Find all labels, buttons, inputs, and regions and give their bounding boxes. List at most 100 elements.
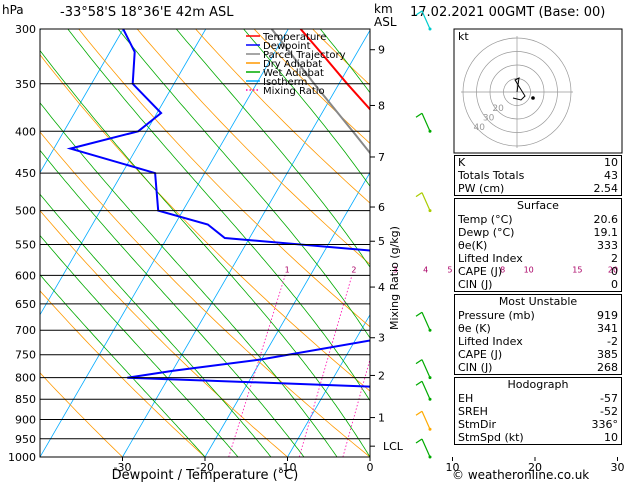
hodograph-ring-label: 40 <box>473 123 485 133</box>
pressure-tick-label: 900 <box>15 414 36 427</box>
table-row: StmSpd (kt) 10 <box>455 431 621 444</box>
surface-table: Temp (°C) 20.6 Dewp (°C) 19.1 θe(K) 333 Lifted… <box>455 213 621 291</box>
dry-adiabat-line <box>40 209 288 457</box>
row-label: StmDir <box>458 418 497 431</box>
hodograph-title: Hodograph <box>507 378 569 391</box>
mixing-ratio-label: 3 <box>393 265 398 274</box>
isotherm-line <box>40 29 124 174</box>
wet-adiabat-line <box>40 193 272 457</box>
x-tick-label: 20 <box>528 461 542 474</box>
row-label: Totals Totals <box>458 169 525 182</box>
pressure-tick-label: 800 <box>15 372 36 385</box>
storm-motion-dot <box>531 96 535 100</box>
wind-barb-dot <box>428 129 432 133</box>
mixing-ratio-line <box>228 275 286 457</box>
table-row: θe (K) 341 <box>455 322 621 335</box>
wind-barb-shaft <box>421 113 431 132</box>
pressure-tick-label: 950 <box>15 433 36 446</box>
row-value: 336° <box>591 418 619 431</box>
table-row: Pressure (mb) 919 <box>455 309 621 322</box>
table-row: Totals Totals 43 <box>455 169 621 182</box>
wind-barb-dot <box>428 209 432 213</box>
x-tick-label: 30 <box>611 461 625 474</box>
hodograph-ring-label: 30 <box>483 113 495 123</box>
footer-credit[interactable]: © weatheronline.co.uk <box>452 468 590 482</box>
wind-barb-dot <box>428 455 432 459</box>
mixing-ratio-label: 8 <box>500 265 505 274</box>
pressure-tick-label: 500 <box>15 205 36 218</box>
mixing-ratio-line <box>298 275 353 457</box>
row-label: EH <box>458 392 474 405</box>
wet-adiabat-line <box>243 29 370 187</box>
indices-table: K 10 Totals Totals 43 PW (cm) 2.54 <box>455 156 621 195</box>
row-value: 333 <box>597 239 618 252</box>
mixing-ratio-label: 1 <box>285 265 290 274</box>
dry-adiabat-line <box>40 372 123 457</box>
pressure-tick-label: 300 <box>15 23 36 36</box>
table-row: CIN (J) 268 <box>455 361 621 374</box>
row-value: -57 <box>600 392 618 405</box>
table-row: Temp (°C) 20.6 <box>455 213 621 226</box>
wind-barb-dot <box>428 397 432 401</box>
wind-barb-flag <box>415 112 423 118</box>
hodograph-table: EH -57 SREH -52 StmDir 336° StmSpd (kt) 10 <box>455 392 621 444</box>
row-label: StmSpd (kt) <box>458 431 524 444</box>
table-row: K 10 <box>455 156 621 169</box>
height-tick-label: 8 <box>378 99 385 112</box>
height-tick-label: 4 <box>378 281 385 294</box>
height-tick-label: 1 <box>378 412 385 425</box>
indices-panel: K 10 Totals Totals 43 PW (cm) 2.54 Surface Te… <box>454 155 622 445</box>
asl-label: ASL <box>374 15 397 29</box>
row-value: 919 <box>597 309 618 322</box>
mixing-ratio-label: 2 <box>351 265 356 274</box>
table-row: SREH -52 <box>455 405 621 418</box>
wind-barb-dot <box>428 376 432 380</box>
row-label: Pressure (mb) <box>458 309 535 322</box>
row-label: CAPE (J) <box>458 348 503 361</box>
wet-adiabat-line <box>623 29 629 457</box>
wind-barb-shaft <box>421 311 431 331</box>
legend-label: Dry Adiabat <box>263 59 322 70</box>
series-parcel-trajectory <box>270 29 370 155</box>
most-unstable-table: Pressure (mb) 919 θe (K) 341 Lifted Index -2 C… <box>455 309 621 374</box>
height-tick-label: 2 <box>378 369 385 382</box>
legend-label: Isotherm <box>263 77 307 88</box>
hodograph-frame <box>453 28 623 154</box>
pressure-tick-label: 400 <box>15 125 36 138</box>
row-value: 0 <box>611 265 618 278</box>
legend-label: Mixing Ratio <box>263 86 325 97</box>
row-label: θe (K) <box>458 322 491 335</box>
wind-barb-shaft <box>421 380 431 400</box>
wind-barb-flag <box>415 410 423 416</box>
isotherm-line <box>122 29 370 457</box>
wind-barb-shaft <box>421 359 431 378</box>
row-value: 385 <box>597 348 618 361</box>
axes: 1234581015202530035040045050055060065070… <box>8 23 625 474</box>
pressure-tick-label: 450 <box>15 167 36 180</box>
datetime-title: 17.02.2021 00GMT (Base: 00) <box>410 5 605 20</box>
height-tick-label: LCL <box>383 440 404 453</box>
wind-barb-flag <box>415 380 423 386</box>
dry-adiabat-line <box>136 29 370 265</box>
hodograph-ring-label: 20 <box>492 104 504 114</box>
legend-label: Parcel Trajectory <box>263 50 346 61</box>
dry-adiabat-line <box>195 29 370 204</box>
table-row: CAPE (J) 0 <box>455 265 621 278</box>
height-tick-label: 7 <box>378 151 385 164</box>
km-label: km <box>374 2 393 16</box>
x-axis-label: Dewpoint / Temperature (°C) <box>112 468 299 483</box>
pressure-tick-label: 550 <box>15 238 36 251</box>
row-value: 0 <box>611 278 618 291</box>
row-label: CIN (J) <box>458 361 493 374</box>
table-row: Lifted Index 2 <box>455 252 621 265</box>
row-label: Lifted Index <box>458 252 523 265</box>
legend-label: Wet Adiabat <box>263 68 324 79</box>
hodograph-box: Hodograph EH -57 SREH -52 StmDir 336° StmSpd (… <box>454 377 622 445</box>
wet-adiabat-line <box>175 29 370 268</box>
mixing-ratio-label: 5 <box>447 265 452 274</box>
pressure-tick-label: 650 <box>15 298 36 311</box>
mixing-ratio-label: 10 <box>524 265 534 274</box>
row-label: K <box>458 156 466 169</box>
